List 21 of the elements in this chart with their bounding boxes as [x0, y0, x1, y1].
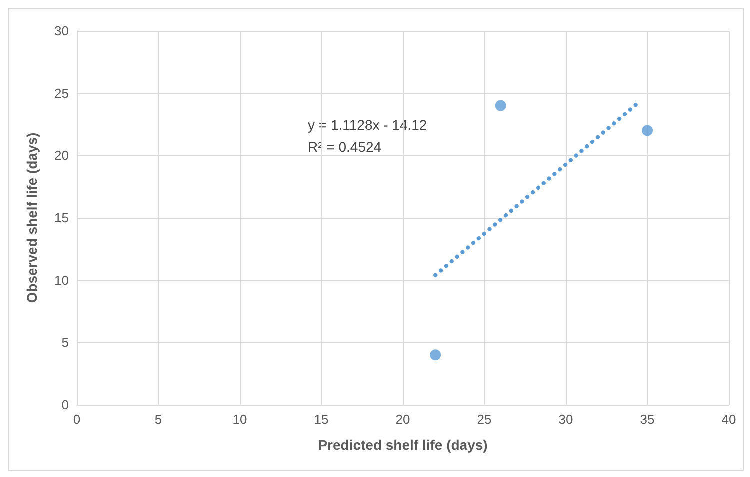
- point: [495, 100, 506, 112]
- x-tick-label: 15: [314, 412, 329, 427]
- y-tick-label: 0: [62, 398, 69, 412]
- x-tick-label: 25: [477, 412, 492, 427]
- x-tick-label: 0: [73, 412, 81, 427]
- y-axis-title: Observed shelf life (days): [24, 132, 40, 304]
- x-tick-label: 20: [396, 412, 410, 427]
- x-axis-title: Predicted shelf life (days): [318, 437, 488, 453]
- y-tick-label: 15: [54, 210, 69, 226]
- y-tick-label: 25: [54, 86, 69, 101]
- y-tick-label: 20: [54, 148, 69, 164]
- x-tick-label: 5: [154, 412, 162, 427]
- x-tick-label: 10: [232, 412, 248, 427]
- x-tick-label: 40: [722, 412, 736, 427]
- y-tick-label: 10: [54, 272, 69, 288]
- y-tick-label: 5: [62, 335, 69, 350]
- point: [430, 350, 442, 361]
- y-tick-label: 30: [54, 24, 69, 38]
- x-tick-label: 30: [558, 412, 574, 427]
- x-tick-label: 35: [640, 412, 655, 427]
- point: [642, 125, 653, 136]
